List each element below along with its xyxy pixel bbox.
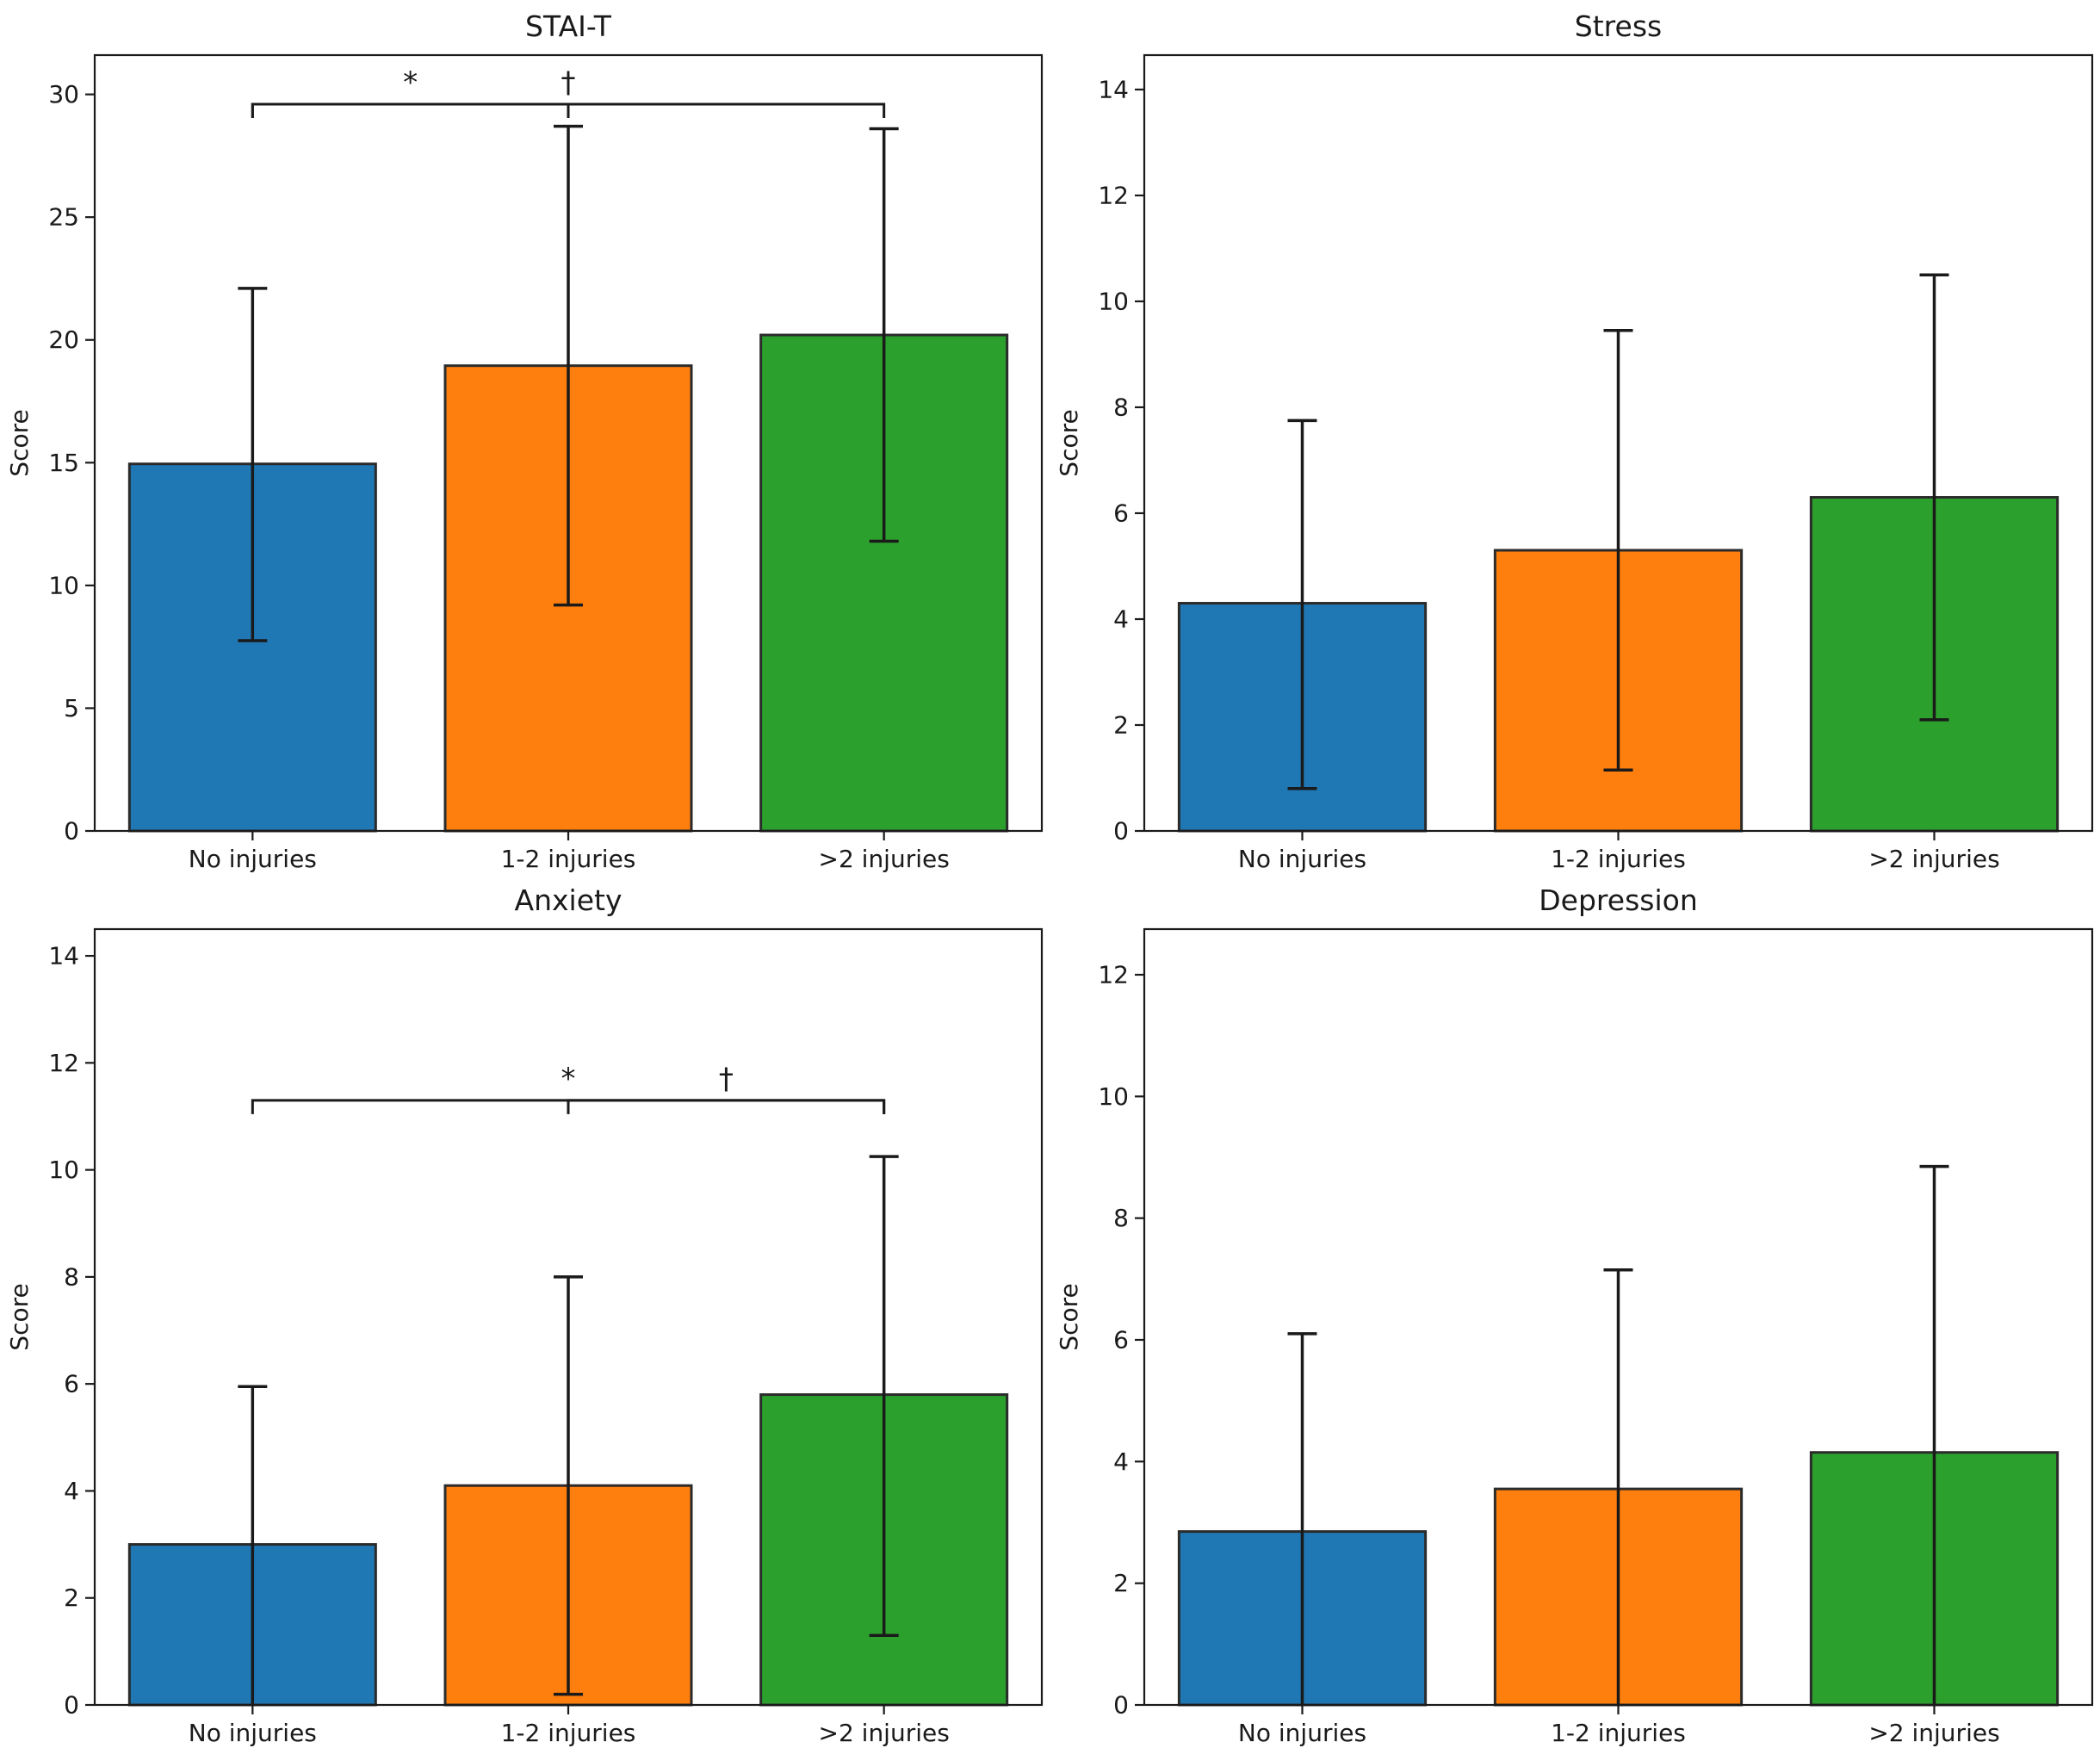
sig-label: † — [719, 1062, 734, 1096]
x-tick-label-no-injuries: No injuries — [1238, 845, 1366, 873]
x-tick-label-1-2-injuries: 1-2 injuries — [1551, 845, 1686, 873]
y-tick-label: 0 — [64, 1691, 79, 1720]
y-tick-label: 2 — [64, 1584, 79, 1612]
y-tick-label: 6 — [64, 1370, 79, 1398]
y-tick-label: 12 — [1098, 181, 1129, 209]
y-tick-label: 6 — [1113, 1326, 1129, 1354]
y-tick-label: 10 — [1098, 1082, 1129, 1111]
y-tick-label: 10 — [1098, 287, 1129, 315]
y-tick-label: 4 — [1113, 1447, 1129, 1476]
y-tick-label: 5 — [64, 694, 79, 722]
x-tick-label-no-injuries: No injuries — [1238, 1719, 1366, 1747]
bar-chart-stai-t: 0 5 10 15 20 25 30 No injuries 1-2 injuries >2 in… — [5, 9, 1044, 873]
chart-title: Anxiety — [515, 883, 623, 917]
chart-panel-stress: 0 2 4 6 8 10 12 14 No injuries 1-2 injuries >2 inj… — [1050, 0, 2100, 874]
y-tick-label: 4 — [64, 1477, 79, 1505]
y-tick-label: 20 — [48, 325, 79, 354]
y-tick-label: 4 — [1113, 604, 1129, 633]
y-tick-label: 25 — [48, 203, 79, 232]
sig-label: * — [561, 1062, 576, 1096]
chart-title: STAI-T — [525, 9, 612, 43]
y-tick-label: 30 — [48, 80, 79, 108]
y-tick-label: 0 — [1113, 1691, 1129, 1720]
y-tick-label: 0 — [1113, 817, 1129, 846]
x-tick-label-no-injuries: No injuries — [189, 845, 317, 873]
x-tick-label-2-injuries: >2 injuries — [818, 845, 949, 873]
chart-title: Stress — [1575, 9, 1662, 43]
y-axis-label: Score — [1055, 409, 1083, 476]
x-tick-label-2-injuries: >2 injuries — [1868, 845, 1999, 873]
x-tick-label-1-2-injuries: 1-2 injuries — [501, 1719, 636, 1747]
y-tick-label: 8 — [1113, 393, 1129, 421]
y-tick-label: 0 — [64, 817, 79, 846]
y-tick-label: 12 — [48, 1049, 79, 1077]
y-tick-label: 2 — [1113, 1569, 1129, 1597]
y-tick-label: 14 — [48, 942, 79, 970]
bar-chart-depression: 0 2 4 6 8 10 12 No injuries 1-2 injuries >2 injur… — [1055, 883, 2094, 1747]
sig-label: * — [403, 65, 418, 100]
y-tick-label: 15 — [48, 449, 79, 477]
y-axis-label: Score — [1055, 1283, 1083, 1350]
chart-panel-depression: 0 2 4 6 8 10 12 No injuries 1-2 injuries >2 injur… — [1050, 874, 2100, 1748]
bar-chart-anxiety: 0 2 4 6 8 10 12 14 No injuries 1-2 injuries >2 inj… — [5, 883, 1044, 1747]
sig-bracket — [251, 102, 886, 119]
chart-title: Depression — [1539, 883, 1697, 917]
y-tick-label: 2 — [1113, 710, 1129, 739]
x-tick-label-no-injuries: No injuries — [189, 1719, 317, 1747]
y-tick-label: 12 — [1098, 961, 1129, 989]
y-tick-label: 10 — [48, 1156, 79, 1184]
y-axis-label: Score — [5, 409, 34, 476]
y-tick-label: 6 — [1113, 499, 1129, 527]
y-tick-label: 8 — [64, 1262, 79, 1291]
x-tick-label-2-injuries: >2 injuries — [818, 1719, 949, 1747]
sig-bracket — [567, 1099, 886, 1114]
chart-panel-stai-t: 0 5 10 15 20 25 30 No injuries 1-2 injuries >2 in… — [0, 0, 1050, 874]
y-axis-label: Score — [5, 1283, 34, 1350]
y-tick-label: 14 — [1098, 75, 1129, 103]
y-tick-label: 10 — [48, 571, 79, 599]
x-tick-label-2-injuries: >2 injuries — [1868, 1719, 1999, 1747]
y-tick-label: 8 — [1113, 1204, 1129, 1232]
chart-panel-anxiety: 0 2 4 6 8 10 12 14 No injuries 1-2 injuries >2 inj… — [0, 874, 1050, 1748]
sig-bracket — [251, 102, 570, 119]
x-tick-label-1-2-injuries: 1-2 injuries — [501, 845, 636, 873]
bar-chart-stress: 0 2 4 6 8 10 12 14 No injuries 1-2 injuries >2 inj… — [1055, 9, 2094, 873]
sig-label: † — [561, 65, 576, 100]
x-tick-label-1-2-injuries: 1-2 injuries — [1551, 1719, 1686, 1747]
